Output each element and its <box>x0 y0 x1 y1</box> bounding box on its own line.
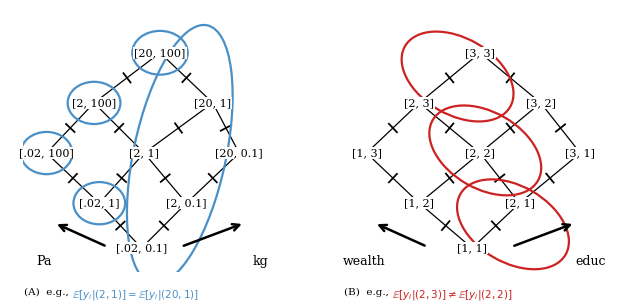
Text: [2, 0.1]: [2, 0.1] <box>166 198 207 208</box>
Text: [2, 3]: [2, 3] <box>404 98 435 108</box>
Text: [20, 100]: [20, 100] <box>134 48 186 58</box>
Text: [20, 0.1]: [20, 0.1] <box>215 148 263 158</box>
Text: [2, 1]: [2, 1] <box>129 148 159 158</box>
Text: [1, 3]: [1, 3] <box>351 148 381 158</box>
Text: [3, 2]: [3, 2] <box>525 98 556 108</box>
Text: (A)  e.g.,: (A) e.g., <box>24 288 72 297</box>
Text: (B)  e.g.,: (B) e.g., <box>344 288 392 297</box>
Text: [2, 2]: [2, 2] <box>465 148 495 158</box>
Text: [.02, 0.1]: [.02, 0.1] <box>116 243 167 253</box>
Text: $\mathbb{E}[y_i|(2,3)] \neq \mathbb{E}[y_i|(2,2)]$: $\mathbb{E}[y_i|(2,3)] \neq \mathbb{E}[y… <box>392 288 513 302</box>
Text: Pa: Pa <box>36 255 52 268</box>
Text: [3, 1]: [3, 1] <box>565 148 595 158</box>
Text: [1, 2]: [1, 2] <box>404 198 435 208</box>
Text: [20, 1]: [20, 1] <box>194 98 231 108</box>
Text: [1, 1]: [1, 1] <box>457 243 487 253</box>
Text: [3, 3]: [3, 3] <box>465 48 495 58</box>
Text: [.02, 1]: [.02, 1] <box>79 198 120 208</box>
Text: educ: educ <box>575 255 606 268</box>
Text: $\mathbb{E}[y_i|(2,1)] = \mathbb{E}[y_i|(20,1)]$: $\mathbb{E}[y_i|(2,1)] = \mathbb{E}[y_i|… <box>72 288 199 302</box>
Text: kg: kg <box>252 255 268 268</box>
Text: [.02, 100]: [.02, 100] <box>19 148 74 158</box>
Text: wealth: wealth <box>342 255 385 268</box>
Text: [2, 100]: [2, 100] <box>72 98 116 108</box>
Text: [2, 1]: [2, 1] <box>504 198 534 208</box>
